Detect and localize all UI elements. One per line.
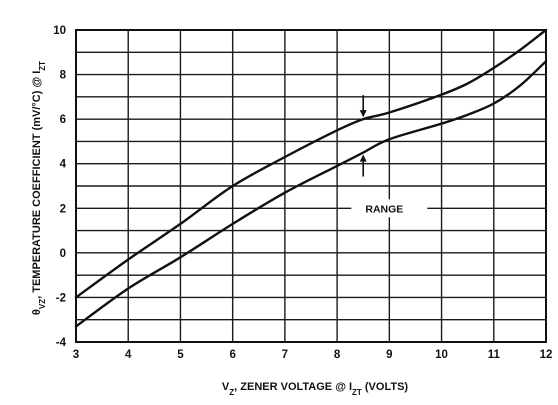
y-axis-label-mid-sub: ZT	[38, 61, 47, 71]
y-tick-label: -4	[56, 337, 67, 349]
x-axis-label-prefix: V	[222, 381, 230, 393]
plot-frame	[75, 29, 547, 343]
range-label: RANGE	[365, 203, 403, 215]
x-axis-label: VZ, ZENER VOLTAGE @ IZT (VOLTS)	[222, 381, 408, 397]
y-axis-label-prefix-sub: VZ	[38, 299, 47, 309]
x-axis-label-mid: , ZENER VOLTAGE @ I	[234, 381, 352, 393]
x-axis-label-mid-sub: ZT	[352, 388, 362, 397]
x-axis-label-prefix-sub: Z	[229, 388, 234, 397]
lower-limit-curve	[74, 60, 548, 328]
x-tick-label: 5	[177, 349, 184, 361]
x-tick-label: 7	[282, 349, 288, 361]
x-tick-label: 12	[540, 349, 553, 361]
x-tick-label: 6	[229, 349, 235, 361]
upper-limit-curve	[74, 28, 548, 299]
x-tick-label: 4	[125, 349, 132, 361]
y-tick-label: 2	[60, 203, 66, 215]
range-label-background	[351, 199, 428, 218]
y-tick-label: 0	[60, 248, 66, 260]
y-axis-label-prefix: θ	[31, 309, 43, 315]
x-tick-label: 3	[73, 349, 79, 361]
tick-labels: 3 4 5 6 7 8 9 10 11 12 -4 -2 0 2 4 6 8 10	[53, 25, 552, 361]
y-tick-label: -2	[56, 292, 66, 304]
y-tick-label: 10	[53, 25, 66, 37]
y-axis-label-mid: , TEMPERATURE COEFFICIENT (mV/°C) @ I	[31, 71, 43, 299]
series-lines	[74, 28, 548, 328]
y-tick-label: 4	[60, 159, 67, 171]
x-tick-label: 11	[488, 349, 501, 361]
x-tick-label: 8	[334, 349, 341, 361]
y-tick-label: 8	[60, 70, 67, 82]
x-tick-label: 10	[435, 349, 448, 361]
grid	[75, 29, 547, 343]
annotations: RANGE	[351, 95, 428, 218]
x-axis-label-suffix: (VOLTS)	[362, 381, 409, 393]
y-axis-label: θVZ, TEMPERATURE COEFFICIENT (mV/°C) @ I…	[31, 61, 47, 315]
range-arrow-down-head	[359, 110, 367, 118]
y-tick-label: 6	[60, 114, 66, 126]
x-tick-label: 9	[386, 349, 392, 361]
range-arrow-up-head	[359, 154, 367, 162]
